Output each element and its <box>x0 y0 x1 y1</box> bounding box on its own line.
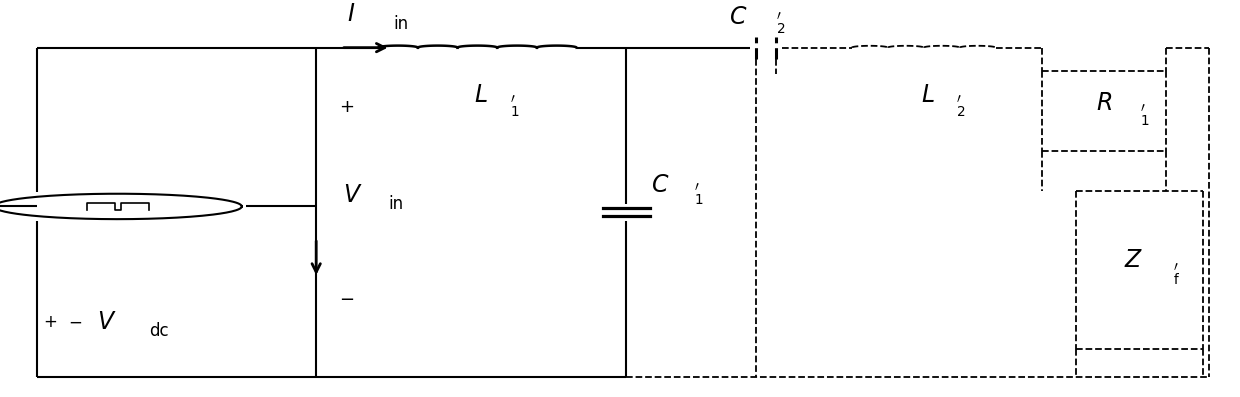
Text: $_1'$: $_1'$ <box>1140 102 1149 128</box>
Text: $_2'$: $_2'$ <box>956 93 966 119</box>
Text: $L$: $L$ <box>474 83 489 107</box>
Text: $Z$: $Z$ <box>1123 248 1143 272</box>
Text: $_1'$: $_1'$ <box>694 182 704 207</box>
Text: $_1'$: $_1'$ <box>510 93 520 119</box>
Text: $+$: $+$ <box>43 312 57 331</box>
Text: $V$: $V$ <box>97 310 117 333</box>
Text: $V$: $V$ <box>343 183 363 206</box>
Text: $+$: $+$ <box>339 98 353 116</box>
Text: in: in <box>388 195 403 214</box>
Text: $C$: $C$ <box>651 173 670 197</box>
Text: $I$: $I$ <box>347 2 356 26</box>
Text: $L$: $L$ <box>920 83 935 107</box>
Text: $_2'$: $_2'$ <box>776 10 786 36</box>
Text: in: in <box>393 15 408 33</box>
Text: $-$: $-$ <box>339 289 353 307</box>
Text: dc: dc <box>149 322 169 341</box>
Text: $_{\mathrm{f}}'$: $_{\mathrm{f}}'$ <box>1173 261 1180 287</box>
Text: $-$: $-$ <box>68 312 82 331</box>
Text: $C$: $C$ <box>729 5 748 29</box>
Text: $R$: $R$ <box>1095 91 1112 115</box>
